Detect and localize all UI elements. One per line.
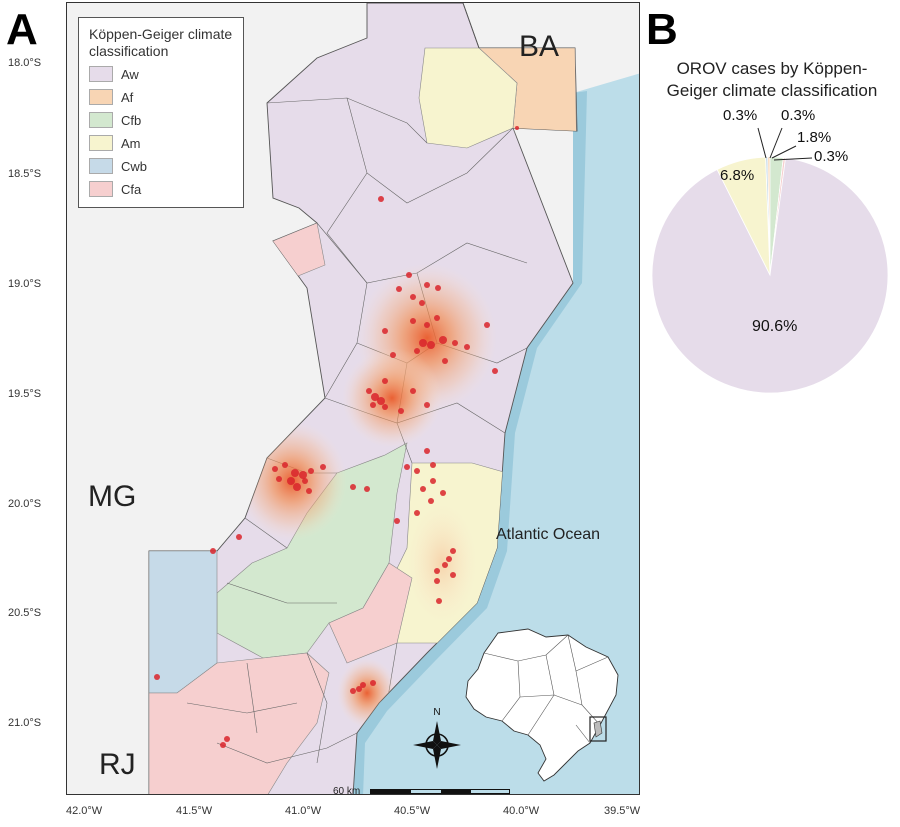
- map-frame: [66, 2, 640, 795]
- lat-tick-20-5: 20.5°S: [8, 607, 42, 619]
- hotspot-coast: [407, 503, 477, 623]
- lon-tick-40-0: 40.0°W: [503, 805, 540, 817]
- north-arrow-icon: N: [413, 707, 461, 769]
- hotspot-central: [342, 348, 442, 448]
- map-canvas: [148, 3, 639, 794]
- pie-label-cwb: 0.3%: [723, 107, 758, 124]
- legend-item-cwb: Cwb: [89, 157, 233, 175]
- north-label: N: [433, 707, 440, 718]
- legend-swatch-cfa: [89, 181, 113, 197]
- legend-swatch-aw: [89, 66, 113, 82]
- region-am-north: [418, 47, 518, 149]
- lat-tick-18-5: 18.5°S: [8, 168, 42, 180]
- legend-swatch-cwb: [89, 158, 113, 174]
- state-label-mg: MG: [88, 480, 137, 513]
- state-label-ba: BA: [519, 30, 560, 63]
- scale-bar: [370, 789, 510, 794]
- pie-chart: [651, 156, 889, 394]
- panel-a-letter: A: [6, 5, 38, 54]
- lat-tick-18-0: 18.0°S: [8, 57, 42, 69]
- legend-label-am: Am: [121, 135, 141, 151]
- lon-tick-40-5: 40.5°W: [394, 805, 431, 817]
- legend-swatch-af: [89, 89, 113, 105]
- lon-tick-42-0: 42.0°W: [66, 805, 103, 817]
- lon-tick-41-5: 41.5°W: [176, 805, 213, 817]
- state-border-ba: [462, 3, 480, 49]
- inset-highlight-box: [589, 716, 607, 742]
- lat-tick-19-0: 19.0°S: [8, 278, 42, 290]
- scale-bar-label: 60 km: [333, 786, 361, 797]
- legend-swatch-cfb: [89, 112, 113, 128]
- brazil-inset-map: [465, 628, 619, 782]
- legend-title: Köppen-Geiger climate classification: [89, 26, 233, 59]
- legend-label-cwb: Cwb: [121, 158, 148, 174]
- pie-label-af: 0.3%: [781, 107, 816, 124]
- pie-label-cfb: 1.8%: [797, 129, 832, 146]
- region-cfa-south: [149, 652, 330, 794]
- state-label-rj: RJ: [99, 748, 136, 781]
- legend-item-cfa: Cfa: [89, 180, 233, 198]
- lat-tick-19-5: 19.5°S: [8, 388, 42, 400]
- legend-item-am: Am: [89, 134, 233, 152]
- pie-title: OROV cases by Köppen-Geiger climate clas…: [666, 59, 878, 100]
- pie-leader-lines: [757, 127, 813, 161]
- case-points: [154, 126, 519, 748]
- lon-tick-41-0: 41.0°W: [285, 805, 322, 817]
- coastal-water: [353, 91, 587, 794]
- legend-label-cfb: Cfb: [121, 112, 142, 128]
- pie-label-aw: 90.6%: [752, 318, 798, 335]
- legend-item-cfb: Cfb: [89, 111, 233, 129]
- pie-label-am: 6.8%: [720, 167, 755, 184]
- atlantic-ocean: [353, 73, 639, 794]
- ocean-label: Atlantic Ocean: [496, 526, 601, 543]
- legend-label-aw: Aw: [121, 66, 139, 82]
- lon-tick-39-5: 39.5°W: [604, 805, 641, 817]
- lat-tick-21-0: 21.0°S: [8, 717, 42, 729]
- legend-label-af: Af: [121, 89, 134, 105]
- panel-b-letter: B: [646, 5, 678, 54]
- climate-legend: Köppen-Geiger climate classification Aw …: [78, 17, 244, 208]
- legend-item-af: Af: [89, 88, 233, 106]
- legend-swatch-am: [89, 135, 113, 151]
- pie-slice-aw: [651, 157, 889, 394]
- pie-label-cfa: 0.3%: [814, 148, 849, 165]
- lat-tick-20-0: 20.0°S: [8, 498, 42, 510]
- legend-item-aw: Aw: [89, 65, 233, 83]
- legend-label-cfa: Cfa: [121, 181, 142, 197]
